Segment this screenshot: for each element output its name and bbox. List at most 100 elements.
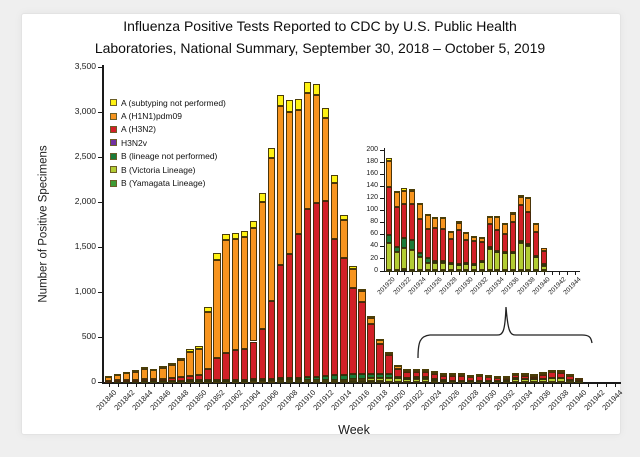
- legend-item-a-h1n1pdm09: A (H1N1)pdm09: [110, 109, 226, 122]
- chart-title: Influenza Positive Tests Reported to CDC…: [23, 15, 617, 59]
- x-axis-tick: [425, 384, 427, 387]
- bar-segment-201937-b-lineage-not-performed: [517, 241, 524, 244]
- x-axis-tick: [561, 384, 563, 387]
- bar-segment-201931-b-yamagata: [471, 270, 478, 272]
- bar-segment-201922-b-victoria: [412, 378, 420, 382]
- x-axis-tick: [512, 272, 514, 275]
- bar-segment-201908-b-victoria: [285, 380, 294, 383]
- x-axis-tick: [542, 384, 544, 387]
- bar-segment-201924-a-h3n2: [430, 374, 439, 380]
- bar-segment-201933-b-lineage-not-performed: [486, 247, 493, 250]
- x-axis-tick: [189, 384, 191, 387]
- bar-segment-201935-a-h1n1pdm09: [502, 224, 509, 235]
- bar-segment-201923-a-subtyping-not-performed: [409, 189, 416, 192]
- x-axis-tick: [443, 384, 445, 387]
- x-axis-tick: [443, 272, 445, 275]
- bar-segment-201931-b-lineage-not-performed: [471, 263, 478, 266]
- bar-segment-201924-b-victoria: [416, 257, 423, 270]
- bar-segment-201924-a-h3n2: [416, 218, 423, 254]
- bar-segment-201910-b-victoria: [303, 380, 312, 383]
- y-axis-tick: [98, 156, 102, 158]
- bar-segment-201922-a-subtyping-not-performed: [401, 187, 408, 191]
- bar-segment-201844-a-h3n2: [141, 379, 149, 382]
- y-tick-label: 0: [374, 266, 378, 274]
- bar-segment-201927-a-h3n2: [440, 228, 447, 262]
- x-axis-tick: [343, 384, 345, 387]
- bar-segment-201928-a-subtyping-not-performed: [447, 231, 454, 234]
- bar-segment-201932-b-yamagata: [478, 270, 485, 272]
- x-axis-tick: [135, 384, 137, 387]
- legend-item-b-victoria: B (Victoria Lineage): [110, 163, 226, 176]
- bar-segment-201937-a-subtyping-not-performed: [548, 369, 556, 372]
- legend-label-h3n2v: H3N2v: [121, 137, 147, 148]
- x-axis-tick: [597, 384, 599, 387]
- bar-segment-201909-b-lineage-not-performed: [294, 377, 303, 381]
- bar-segment-201903-a-h1n1pdm09: [240, 237, 248, 350]
- y-axis-tick: [98, 201, 102, 203]
- y-tick-label: 200: [366, 145, 378, 153]
- x-axis-tick: [489, 272, 491, 275]
- bar-segment-201908-a-subtyping-not-performed: [285, 100, 294, 112]
- y-axis-tick: [380, 210, 384, 211]
- bar-segment-201850-b-lineage-not-performed: [195, 380, 203, 383]
- y-tick-label: 500: [81, 330, 96, 341]
- bar-segment-201850-a-subtyping-not-performed: [195, 346, 203, 349]
- bar-segment-201901-a-subtyping-not-performed: [222, 233, 230, 241]
- x-axis-tick: [574, 272, 576, 275]
- bar-segment-201935-a-h3n2: [502, 234, 509, 253]
- bar-segment-201904-a-subtyping-not-performed: [249, 220, 258, 229]
- bar-segment-201930-b-victoria: [463, 263, 470, 271]
- bar-segment-201939-a-subtyping-not-performed: [533, 222, 540, 225]
- bar-segment-201937-a-h3n2: [548, 372, 556, 378]
- bar-segment-201842-a-subtyping-not-performed: [122, 372, 131, 375]
- bar-segment-201912-a-h3n2: [322, 201, 330, 376]
- y-axis-tick: [380, 246, 384, 248]
- bar-segment-201923-b-victoria: [421, 378, 429, 382]
- bar-segment-201923-b-yamagata: [409, 269, 416, 272]
- bar-segment-201921-a-h1n1pdm09: [393, 192, 400, 207]
- bar-segment-201921-b-yamagata: [393, 269, 400, 272]
- x-axis-tick: [226, 384, 228, 387]
- y-axis-tick: [380, 270, 384, 272]
- bar-segment-201926-a-subtyping-not-performed: [432, 216, 439, 219]
- bar-segment-201926-b-victoria: [432, 262, 439, 271]
- bar-segment-201908-a-h3n2: [285, 253, 294, 378]
- x-axis-tick: [434, 384, 436, 387]
- bar-segment-201938-b-victoria: [525, 245, 532, 270]
- bar-segment-201940-a-h3n2: [540, 251, 547, 265]
- x-axis-tick: [199, 384, 201, 387]
- bar-segment-201920-a-subtyping-not-performed: [394, 364, 402, 367]
- legend-label-b-lineage-not-performed: B (lineage not performed): [121, 151, 218, 162]
- bar-segment-201934-b-yamagata: [494, 270, 501, 272]
- y-tick-label: 2,500: [74, 150, 96, 161]
- bar-segment-201921-a-h3n2: [403, 372, 411, 379]
- bar-segment-201925-b-yamagata: [424, 269, 431, 272]
- y-axis-line: [102, 65, 104, 384]
- x-axis-tick: [461, 384, 463, 387]
- bar-segment-201901-b-lineage-not-performed: [222, 379, 230, 382]
- bar-segment-201912-b-victoria: [322, 380, 330, 383]
- y-axis-tick: [380, 222, 384, 224]
- bar-segment-201924-b-yamagata: [416, 269, 423, 272]
- bar-segment-201912-b-lineage-not-performed: [322, 375, 330, 381]
- bar-segment-201924-b-lineage-not-performed: [416, 253, 423, 258]
- bar-segment-201931-a-subtyping-not-performed: [493, 375, 502, 378]
- bar-segment-201936-a-h3n2: [509, 221, 516, 253]
- bar-segment-201909-a-subtyping-not-performed: [294, 98, 303, 111]
- x-axis-tick: [520, 272, 522, 275]
- bar-segment-201913-b-victoria: [331, 379, 339, 382]
- x-axis-tick: [579, 384, 581, 387]
- bar-segment-201849-a-subtyping-not-performed: [186, 349, 194, 352]
- bar-segment-201906-b-victoria: [267, 380, 276, 383]
- bar-segment-201923-b-lineage-not-performed: [409, 239, 416, 250]
- bar-segment-201908-a-h1n1pdm09: [285, 111, 294, 254]
- bar-segment-201909-a-h1n1pdm09: [294, 110, 303, 234]
- bar-segment-201927-a-h3n2: [457, 375, 466, 381]
- bar-segment-201910-a-h3n2: [303, 208, 312, 378]
- bar-segment-201918-b-yamagata: [376, 381, 384, 383]
- bar-segment-201843-a-h1n1pdm09: [131, 371, 140, 380]
- x-axis-tick: [543, 272, 545, 275]
- bar-segment-201932-a-subtyping-not-performed: [503, 376, 511, 379]
- bar-segment-201935-b-yamagata: [502, 270, 509, 272]
- bar-segment-201909-a-h3n2: [294, 233, 303, 378]
